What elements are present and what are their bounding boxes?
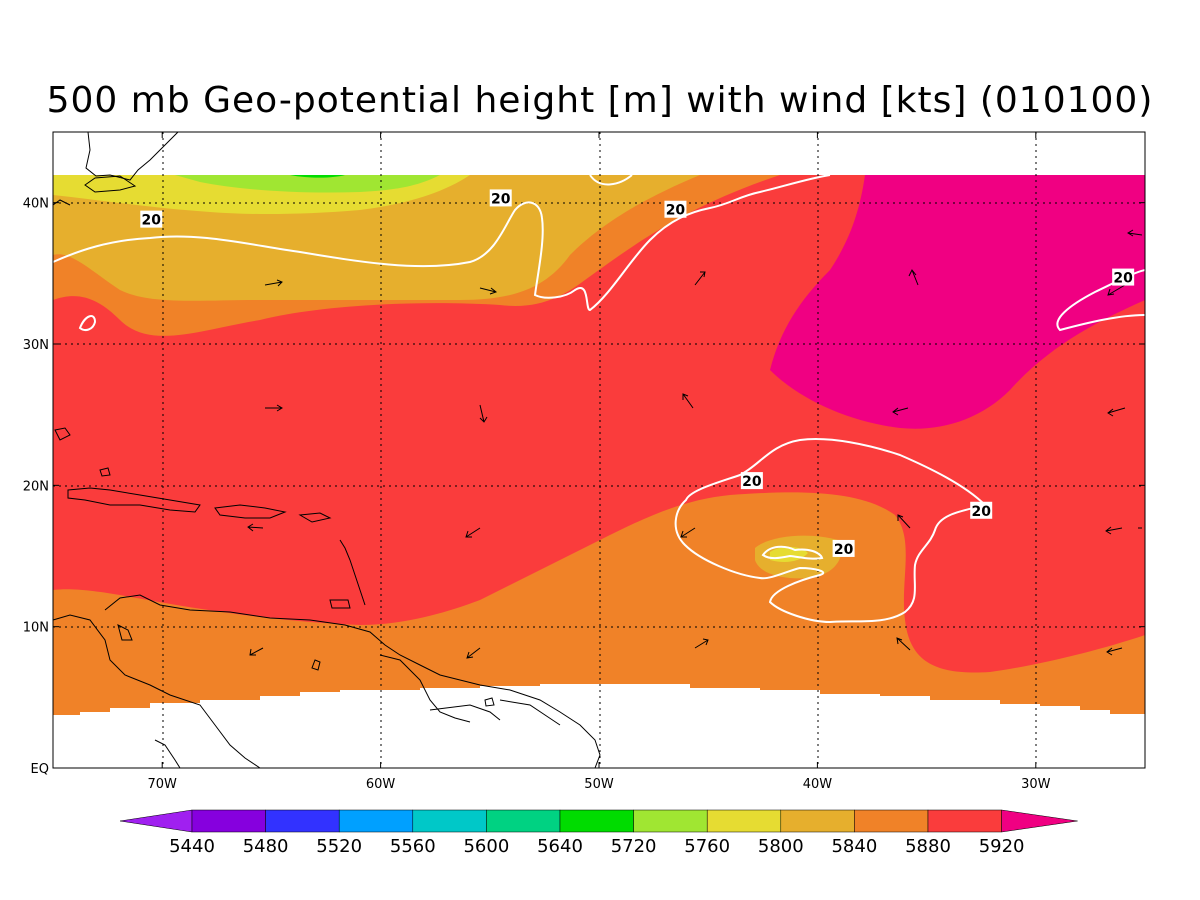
chart-title: 500 mb Geo-potential height [m] with win…: [46, 80, 1154, 121]
lat-tick-label: 40N: [23, 197, 49, 212]
colorbar-label: 5800: [758, 836, 804, 857]
colorbar: 5440 5480 5520 5560 5600 5640 5720 5760 5800 5840…: [119, 809, 1078, 857]
latitude-axis: EQ 10N 20N 30N 40N: [23, 197, 1145, 777]
lat-tick-label: EQ: [31, 762, 49, 777]
lat-tick-label: 30N: [23, 338, 49, 353]
longitude-axis: 70W 60W 50W 40W 30W: [147, 132, 1051, 792]
colorbar-label: 5600: [463, 836, 509, 857]
contour-label: 20: [142, 213, 162, 229]
colorbar-label: 5560: [390, 836, 436, 857]
contour-label: 20: [742, 474, 762, 490]
contour-label: 20: [834, 542, 854, 558]
contour-label: 20: [1113, 271, 1133, 287]
missing-data-south: [53, 684, 1145, 768]
contour-label-bg: [664, 200, 687, 218]
colorbar-min-arrow: [119, 809, 193, 833]
contour-label-bg: [740, 472, 763, 490]
colorbar-label: 5760: [684, 836, 730, 857]
colorbar-box: [780, 809, 855, 833]
graticule: [53, 132, 1145, 768]
colorbar-label: 5840: [831, 836, 877, 857]
contour-label-bg: [1112, 268, 1135, 286]
colorbar-label: 5720: [611, 836, 657, 857]
lon-tick-label: 70W: [147, 777, 177, 792]
contour-label-bg: [489, 189, 512, 207]
lon-tick-label: 30W: [1021, 777, 1051, 792]
contour-label: 20: [491, 191, 511, 207]
colorbar-box: [706, 809, 782, 833]
lon-tick-label: 40W: [803, 777, 833, 792]
colorbar-box: [854, 809, 929, 833]
contour-label-bg: [970, 501, 993, 519]
contour-label-bg: [832, 539, 855, 557]
colorbar-label: 5640: [537, 836, 583, 857]
colorbar-box: [412, 809, 487, 833]
fill-5640-band: [290, 175, 345, 178]
colorbar-box: [927, 809, 1002, 833]
colorbar-label: 5520: [316, 836, 362, 857]
lon-tick-label: 50W: [584, 777, 614, 792]
colorbar-label: 5480: [243, 836, 289, 857]
colorbar-box: [191, 809, 266, 833]
colorbar-label: 5440: [169, 836, 215, 857]
fill-5720-band: [175, 175, 440, 193]
contour-label: 20: [971, 504, 991, 520]
coastlines: [52, 131, 601, 769]
colorbar-box: [633, 809, 708, 833]
lat-tick-label: 20N: [23, 479, 49, 494]
lon-tick-label: 60W: [366, 777, 396, 792]
lat-tick-label: 10N: [23, 621, 49, 636]
colorbar-box: [265, 809, 340, 833]
colorbar-max-arrow: [1001, 809, 1078, 833]
contour-label: 20: [666, 203, 686, 219]
contour-label-bg: [140, 210, 163, 228]
colorbar-label: 5920: [979, 836, 1025, 857]
wind-vectors: [247, 229, 1143, 659]
missing-data-north: [53, 132, 1145, 175]
colorbar-label: 5880: [905, 836, 951, 857]
fill-5920-band: [770, 175, 1145, 429]
colorbar-box: [338, 809, 414, 833]
colorbar-box: [486, 809, 561, 833]
contour-labels: 20 20 20 20 20 20 20: [140, 189, 1135, 558]
colorbar-box: [559, 809, 634, 833]
map-panel: [53, 132, 1145, 768]
